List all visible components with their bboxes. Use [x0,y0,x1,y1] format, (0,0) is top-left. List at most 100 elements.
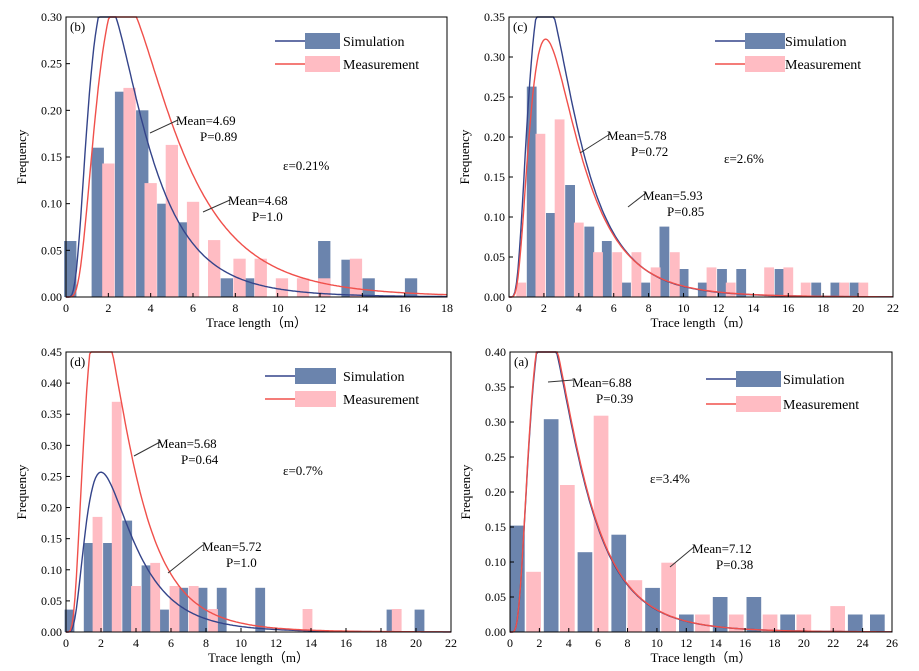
measurement-bar [111,401,122,632]
simulation-legend-label: Simulation [785,35,846,50]
y-tick-label: 0.20 [484,130,505,144]
x-axis-label: Trace length（m） [206,315,307,330]
measurement-bar [839,282,849,297]
simulation-bar [678,269,689,297]
measurement-bar [858,282,869,297]
x-tick-label: 8 [232,301,238,315]
measurement-bar [535,133,546,297]
y-tick-label: 0.10 [485,555,506,569]
measurement-bar [650,267,661,297]
x-tick-label: 6 [190,301,196,315]
measurement-fit-curve [510,351,892,633]
x-tick-label: 0 [63,301,69,315]
x-tick-label: 8 [203,636,209,650]
x-tick-label: 8 [625,636,631,650]
measurement-bar [102,163,115,297]
x-tick-label: 12 [680,636,692,650]
mean-annotation: P=0.85 [667,204,704,219]
simulation-bar [159,609,169,632]
x-tick-label: 8 [646,301,652,315]
measurement-bar [186,201,200,297]
y-tick-label: 0.30 [41,438,62,452]
mean-annotation: Mean=7.12 [692,541,752,556]
simulation-bar [601,241,612,297]
simulation-bar [712,597,728,632]
x-tick-label: 12 [314,301,326,315]
epsilon-annotation: ε=0.7% [283,463,323,478]
measurement-bar [560,485,575,632]
simulation-legend-swatch [305,33,340,49]
simulation-bar [197,587,208,632]
simulation-bar [847,614,863,632]
y-tick-label: 0.00 [485,625,506,639]
simulation-bar [64,609,75,632]
simulation-bar [577,552,593,632]
mean-annotation: P=1.0 [226,555,257,570]
x-tick-label: 12 [270,636,282,650]
y-tick-label: 0.00 [41,625,62,639]
x-tick-label: 10 [651,636,663,650]
y-tick-label: 0.05 [41,243,62,257]
measurement-legend-swatch [736,396,781,412]
legend: Simulation Measurement [706,371,859,413]
epsilon-annotation: ε=3.4% [650,471,690,486]
mean-annotation: Mean=5.72 [202,539,262,554]
y-tick-label: 0.20 [41,103,62,117]
x-tick-label: 12 [712,301,724,315]
x-tick-label: 16 [399,301,411,315]
simulation-legend-swatch [295,368,336,384]
x-tick-label: 22 [887,301,899,315]
y-axis-label: Frequency [457,129,472,184]
simulation-bar [414,609,425,632]
measurement-bar [391,609,402,632]
simulation-bar [870,614,885,632]
simulation-bar [543,419,559,632]
measurement-bar [165,144,178,297]
simulation-bar [830,282,841,297]
measurement-bar [764,267,774,297]
x-tick-label: 0 [63,636,69,650]
x-tick-label: 22 [827,636,839,650]
y-tick-label: 0.00 [484,290,505,304]
simulation-bar [659,226,670,297]
simulation-bar [611,534,627,632]
x-tick-label: 2 [536,636,542,650]
measurement-legend-label: Measurement [343,393,419,408]
simulation-bar [679,614,694,632]
simulation-bar [746,597,762,632]
y-tick-label: 0.00 [41,290,62,304]
x-axis-label: Trace length（m） [651,315,752,330]
measurement-bar [573,222,584,297]
measurement-bar [302,609,313,632]
x-tick-label: 18 [768,636,780,650]
chart-panel-b: 0 2 4 6 8 10 12 14 16 18 0.00 0.05 0.10 0.15 0.20 0.25 0… [14,10,453,330]
y-tick-label: 0.30 [41,10,62,24]
measurement-legend-label: Measurement [785,58,861,73]
legend: Simulation Measurement [275,33,419,73]
y-tick-label: 0.05 [41,594,62,608]
simulation-bar [141,565,152,632]
simulation-bar [849,282,860,297]
x-tick-label: 24 [857,636,869,650]
annotation-leader [627,192,647,208]
measurement-bar [554,119,565,298]
y-tick-label: 0.10 [484,210,505,224]
x-tick-label: 4 [576,301,582,315]
measurement-legend-label: Measurement [783,398,859,413]
y-tick-label: 0.05 [485,590,506,604]
simulation-bar [774,269,785,297]
measurement-bar [800,282,811,297]
simulation-bar [64,241,77,297]
y-tick-label: 0.35 [485,380,506,394]
measurement-bar [169,586,180,632]
simulation-legend-label: Simulation [783,373,844,388]
simulation-bar [811,282,822,297]
measurement-bar [296,278,310,297]
y-tick-label: 0.25 [484,90,505,104]
measurement-bar [208,240,221,297]
x-tick-label: 10 [272,301,284,315]
measurement-legend-swatch [745,56,785,72]
mean-annotation: Mean=4.68 [228,193,288,208]
measurement-bar [669,252,680,297]
